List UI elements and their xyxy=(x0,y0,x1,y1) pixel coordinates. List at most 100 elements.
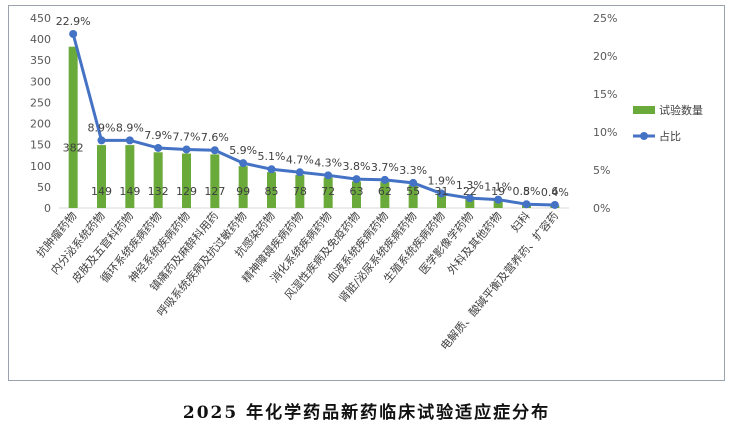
line-point xyxy=(267,165,276,174)
line-series xyxy=(69,29,559,209)
line-value-label: 8.9% xyxy=(116,121,144,134)
line-value-label: 1.1% xyxy=(484,181,512,194)
line-point xyxy=(522,200,531,209)
bar xyxy=(182,153,191,208)
bar xyxy=(238,166,248,208)
right-tick-label: 0% xyxy=(593,202,610,215)
legend-label-bars: 试验数量 xyxy=(659,103,703,117)
bar-data-labels: 382 149 149 132 129 127 99 85 78 72 63 62 55 31 22 19 8 6 xyxy=(63,141,559,198)
line-point xyxy=(437,189,446,198)
line-point xyxy=(352,175,361,184)
line-path xyxy=(71,33,555,207)
left-tick-label: 200 xyxy=(30,118,51,131)
bar-value-label: 31 xyxy=(435,185,449,198)
line-value-label: 3.8% xyxy=(343,160,371,173)
bar-value-label: 19 xyxy=(491,185,505,198)
line-point xyxy=(182,145,191,154)
right-tick-label: 20% xyxy=(593,50,617,63)
line-data-labels: 22.9%8.9% 8.9%7.9% 7.7% 7.6%5.9% 5.1% 4.7% 4.3… xyxy=(56,15,569,199)
line-point xyxy=(409,178,418,187)
left-tick-label: 0 xyxy=(44,202,51,215)
bar xyxy=(352,181,361,208)
bar-value-label: 78 xyxy=(293,185,307,198)
line-point xyxy=(97,136,106,145)
bar-value-label: 63 xyxy=(350,185,364,198)
line-point xyxy=(210,146,219,155)
bar-series xyxy=(68,46,560,208)
right-tick-label: 25% xyxy=(593,12,617,25)
bar-value-label: 22 xyxy=(463,185,477,198)
bar-value-label: 72 xyxy=(321,185,335,198)
right-axis-ticks: 0% 5% 10% 15% 20% 25% xyxy=(593,12,617,215)
line-value-label: 4.3% xyxy=(314,156,342,169)
left-tick-label: 450 xyxy=(30,12,51,25)
line-value-label: 7.7% xyxy=(173,130,201,143)
bar-value-label: 8 xyxy=(523,185,530,198)
line-point xyxy=(69,29,78,38)
line-point xyxy=(324,171,333,180)
line-point xyxy=(295,168,304,177)
right-tick-label: 15% xyxy=(593,88,617,101)
line-value-label: 0.4% xyxy=(541,186,569,199)
bar xyxy=(295,175,305,208)
line-value-label: 4.7% xyxy=(286,153,314,166)
right-tick-label: 5% xyxy=(593,164,610,177)
legend-label-line: 占比 xyxy=(659,129,681,143)
bar xyxy=(493,199,503,208)
bar-value-label: 129 xyxy=(176,185,197,198)
bar xyxy=(125,145,135,208)
bar-value-label: 85 xyxy=(265,185,279,198)
line-value-label: 5.1% xyxy=(258,150,286,163)
left-tick-label: 400 xyxy=(30,33,51,46)
bar-value-label: 55 xyxy=(406,185,420,198)
bar xyxy=(380,181,390,208)
line-point xyxy=(465,194,474,203)
figure-caption: 2025 年化学药品新药临床试验适应症分布 xyxy=(182,403,551,423)
bar xyxy=(153,152,163,208)
bar-value-label: 149 xyxy=(91,185,112,198)
bar xyxy=(97,145,106,208)
bar xyxy=(408,184,418,208)
category-labels: 抗肿瘤药物内分泌系统药物皮肤及五官科药物循环系统疾病药物神经系统疾病药物镇痛药及… xyxy=(33,209,561,353)
bar xyxy=(210,154,220,208)
line-value-label: 7.6% xyxy=(201,131,229,144)
bar-value-label: 132 xyxy=(148,185,169,198)
bar-value-label: 6 xyxy=(551,185,558,198)
bar-value-label: 99 xyxy=(236,185,250,198)
line-value-label: 7.9% xyxy=(144,129,172,142)
left-tick-label: 350 xyxy=(30,54,51,67)
chart: 0 50 100 150 200 250 300 350 400 450 0% 5% 10% 15% 20… xyxy=(30,12,703,353)
line-point xyxy=(239,159,248,168)
bar-value-label: 127 xyxy=(204,185,225,198)
right-tick-label: 10% xyxy=(593,126,617,139)
left-tick-label: 300 xyxy=(30,75,51,88)
line-point xyxy=(154,143,163,152)
left-tick-label: 100 xyxy=(30,160,51,173)
line-point xyxy=(550,200,559,209)
line-value-label: 0.5% xyxy=(513,185,541,198)
line-point xyxy=(125,136,134,145)
line-value-label: 1.9% xyxy=(428,175,456,188)
left-tick-label: 250 xyxy=(30,96,51,109)
bar-value-label: 62 xyxy=(378,185,392,198)
left-tick-label: 50 xyxy=(37,181,51,194)
line-value-label: 3.3% xyxy=(399,164,427,177)
line-point xyxy=(494,195,503,204)
line-value-label: 1.3% xyxy=(456,179,484,192)
bar-value-label: 149 xyxy=(119,185,140,198)
category-label: 妇科 xyxy=(508,209,533,235)
line-value-label: 5.9% xyxy=(229,144,257,157)
bar xyxy=(323,177,333,208)
bar xyxy=(437,194,446,208)
line-value-label: 22.9% xyxy=(56,15,91,28)
left-tick-label: 150 xyxy=(30,139,51,152)
bar-value-label: 382 xyxy=(63,141,84,154)
bar xyxy=(465,198,475,208)
bar xyxy=(267,172,276,208)
legend-swatch-bars xyxy=(633,106,655,114)
legend-marker-line xyxy=(640,132,648,140)
left-axis-ticks: 0 50 100 150 200 250 300 350 400 450 xyxy=(30,12,51,215)
line-value-label: 8.9% xyxy=(88,121,116,134)
chart-frame: 0 50 100 150 200 250 300 350 400 450 0% 5% 10% 15% 20… xyxy=(8,5,725,381)
